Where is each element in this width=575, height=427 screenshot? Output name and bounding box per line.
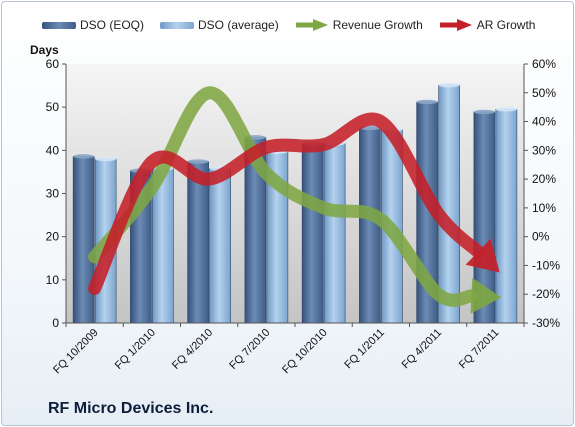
legend-label-dso-average: DSO (average) (198, 18, 279, 32)
arrowhead-ar-growth (465, 238, 500, 273)
x-tick-label-0: FQ 10/2009 (51, 327, 101, 377)
arrowhead-revenue-growth (470, 277, 502, 314)
y-tick-label-20: 20 (46, 230, 60, 244)
bar-dso-average-6 (438, 84, 460, 324)
bar-dso-average-2 (209, 168, 231, 324)
y2-tick-label-2: -10% (532, 258, 560, 272)
y-tick-label-10: 10 (46, 273, 60, 287)
y-tick-label-50: 50 (46, 100, 60, 114)
legend-label-dso-eoq: DSO (EOQ) (80, 18, 145, 32)
legend-arrow-ar-growth-icon (439, 19, 472, 31)
legend-label-revenue-growth: Revenue Growth (332, 18, 423, 32)
y2-tick-label-1: -20% (532, 287, 560, 301)
x-tick-label-7: FQ 7/2011 (457, 327, 502, 372)
bar-dso-average-7 (495, 109, 518, 324)
chart-legend: DSO (EOQ) DSO (average) Revenue Growth A… (42, 15, 551, 35)
legend-item-revenue-growth: Revenue Growth (295, 18, 423, 32)
y-axis-title: Days (30, 43, 59, 57)
x-tick-label-5: FQ 1/2011 (342, 327, 387, 372)
bar-dso-average-4 (323, 143, 346, 324)
bar-cap-dso-eoq-6 (416, 99, 438, 105)
x-tick-label-6: FQ 4/2011 (400, 327, 445, 372)
bar-cap-dso-eoq-2 (187, 159, 209, 164)
bar-dso-eoq-2 (187, 161, 209, 324)
y2-tick-label-4: 10% (532, 201, 556, 215)
bar-cap-dso-eoq-0 (73, 154, 95, 159)
y-tick-label-40: 40 (46, 143, 60, 157)
series-line-ar-growth (88, 112, 485, 295)
x-tick-label-4: FQ 10/2010 (280, 327, 330, 377)
bar-dso-eoq-4 (301, 143, 324, 324)
y2-tick-label-8: 50% (532, 86, 556, 100)
bar-cap-dso-average-7 (495, 107, 517, 112)
x-tick-label-3: FQ 7/2010 (227, 327, 272, 372)
x-tick-label-1: FQ 1/2010 (113, 327, 158, 372)
legend-label-ar-growth: AR Growth (476, 18, 536, 32)
bar-dso-eoq-5 (359, 127, 381, 324)
y2-tick-label-7: 40% (532, 115, 556, 129)
bar-cap-dso-average-6 (438, 82, 460, 88)
bar-cap-dso-eoq-7 (473, 109, 495, 115)
legend-item-dso-eoq: DSO (EOQ) (42, 18, 144, 32)
y2-tick-label-3: 0% (532, 230, 550, 244)
legend-item-ar-growth: AR Growth (439, 18, 536, 32)
y-tick-label-60: 60 (46, 57, 60, 71)
y2-tick-label-0: -30% (532, 316, 560, 330)
y-tick-label-30: 30 (46, 187, 60, 201)
y2-tick-label-9: 60% (532, 57, 556, 71)
x-tick-label-2: FQ 4/2010 (170, 327, 215, 372)
bar-cap-dso-average-0 (95, 156, 117, 162)
legend-item-dso-average: DSO (average) (160, 18, 279, 32)
y-tick-label-0: 0 (52, 316, 59, 330)
series-line-revenue-growth (88, 86, 478, 307)
legend-swatch-dso-average (160, 21, 195, 29)
legend-swatch-dso-eoq (42, 21, 76, 29)
y2-tick-label-5: 20% (532, 172, 556, 186)
chart-title: RF Micro Devices Inc. (48, 400, 214, 417)
y2-tick-label-6: 30% (532, 143, 556, 157)
legend-arrow-revenue-growth-icon (295, 19, 328, 31)
bar-dso-eoq-0 (72, 156, 95, 324)
